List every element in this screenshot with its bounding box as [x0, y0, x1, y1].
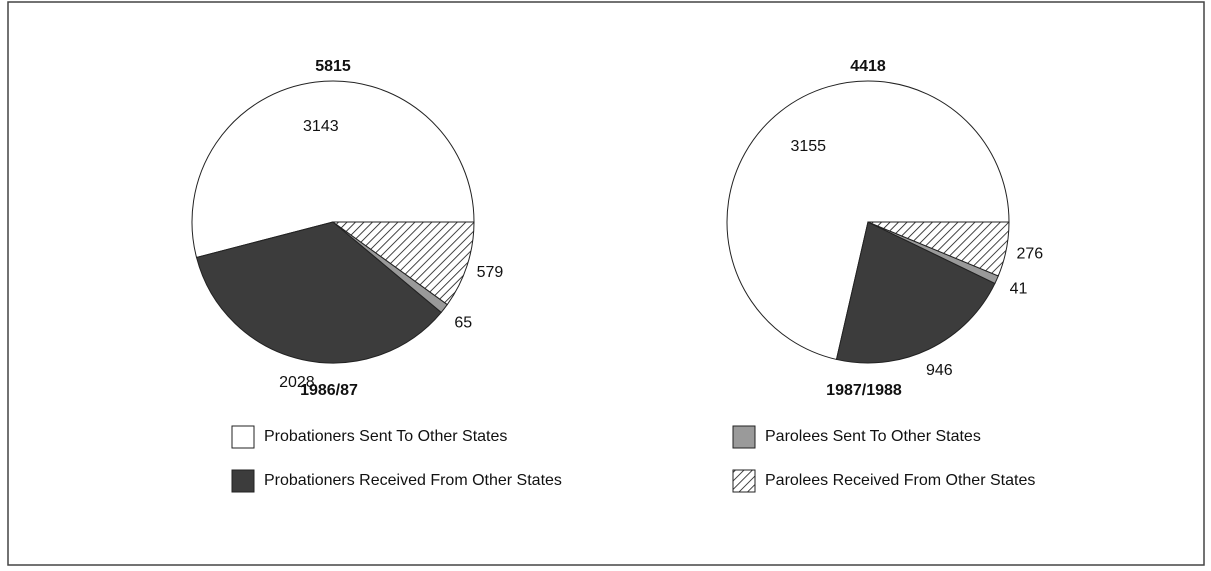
pie-slice — [726, 80, 1010, 361]
legend-swatch — [732, 425, 756, 449]
slice-label: 579 — [477, 264, 504, 281]
slice-label: 65 — [454, 314, 472, 331]
chart-title: 5815 — [315, 58, 351, 75]
legend-swatch — [231, 469, 255, 493]
legend-label: Probationers Sent To Other States — [264, 428, 507, 445]
legend-label: Parolees Received From Other States — [765, 472, 1035, 489]
chart-title: 4418 — [850, 58, 886, 75]
slice-label: 276 — [1016, 245, 1043, 262]
slice-label: 3155 — [790, 138, 826, 155]
pie-slice — [331, 221, 475, 306]
chart-subtitle: 1986/87 — [300, 382, 358, 399]
pie-slice — [867, 221, 1010, 277]
slice-label: 946 — [926, 362, 953, 379]
slice-label: 3143 — [303, 118, 339, 135]
legend-swatch — [732, 469, 756, 493]
pie-slice — [195, 221, 442, 364]
pie-slice — [191, 80, 475, 259]
chart-subtitle: 1987/1988 — [826, 382, 902, 399]
legend-label: Probationers Received From Other States — [264, 472, 562, 489]
slice-label: 2028 — [279, 374, 315, 391]
legend-label: Parolees Sent To Other States — [765, 428, 981, 445]
slice-label: 41 — [1010, 281, 1028, 298]
frame — [7, 1, 1205, 566]
legend-swatch — [231, 425, 255, 449]
pie-slice — [835, 221, 996, 364]
